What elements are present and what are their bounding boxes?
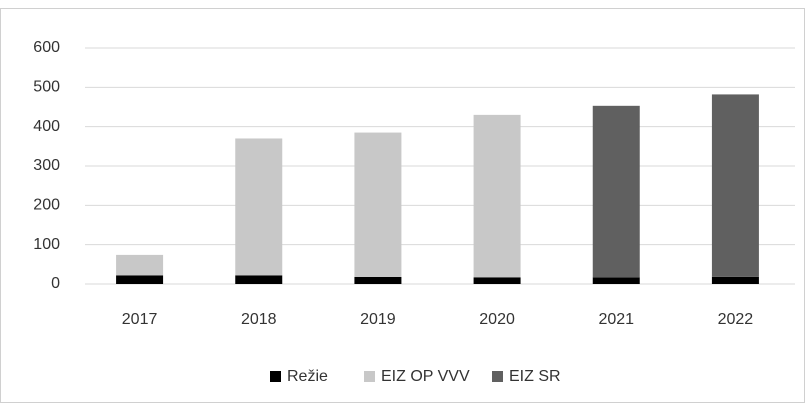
legend-swatch xyxy=(270,371,281,382)
y-tick-label: 600 xyxy=(33,39,60,56)
bar-segment xyxy=(711,276,759,284)
x-tick-label: 2022 xyxy=(718,311,754,328)
legend-label: EIZ SR xyxy=(509,368,561,385)
x-tick-label: 2019 xyxy=(360,311,396,328)
y-tick-label: 500 xyxy=(33,79,60,96)
x-tick-label: 2020 xyxy=(479,311,515,328)
bar-segment xyxy=(592,105,640,278)
bar-segment xyxy=(235,275,283,284)
x-tick-label: 2017 xyxy=(122,311,158,328)
y-tick-label: 200 xyxy=(33,197,60,214)
bar-segment xyxy=(473,277,521,284)
bar-segment xyxy=(354,132,402,277)
bar-segment xyxy=(235,138,283,276)
legend-label: EIZ OP VVV xyxy=(381,368,470,385)
y-tick-label: 300 xyxy=(33,157,60,174)
y-tick-label: 100 xyxy=(33,236,60,253)
legend-label: Režie xyxy=(287,368,328,385)
bar-segment xyxy=(711,94,759,277)
y-tick-label: 400 xyxy=(33,118,60,135)
bar-segment xyxy=(592,277,640,284)
bar-segment xyxy=(473,114,521,278)
x-tick-label: 2021 xyxy=(598,311,634,328)
bar-segment xyxy=(354,276,402,284)
y-tick-label: 0 xyxy=(51,275,60,292)
legend-swatch xyxy=(364,371,375,382)
x-tick-label: 2018 xyxy=(241,311,277,328)
bar-segment xyxy=(116,275,164,284)
legend-swatch xyxy=(492,371,503,382)
bar-segment xyxy=(116,254,164,276)
